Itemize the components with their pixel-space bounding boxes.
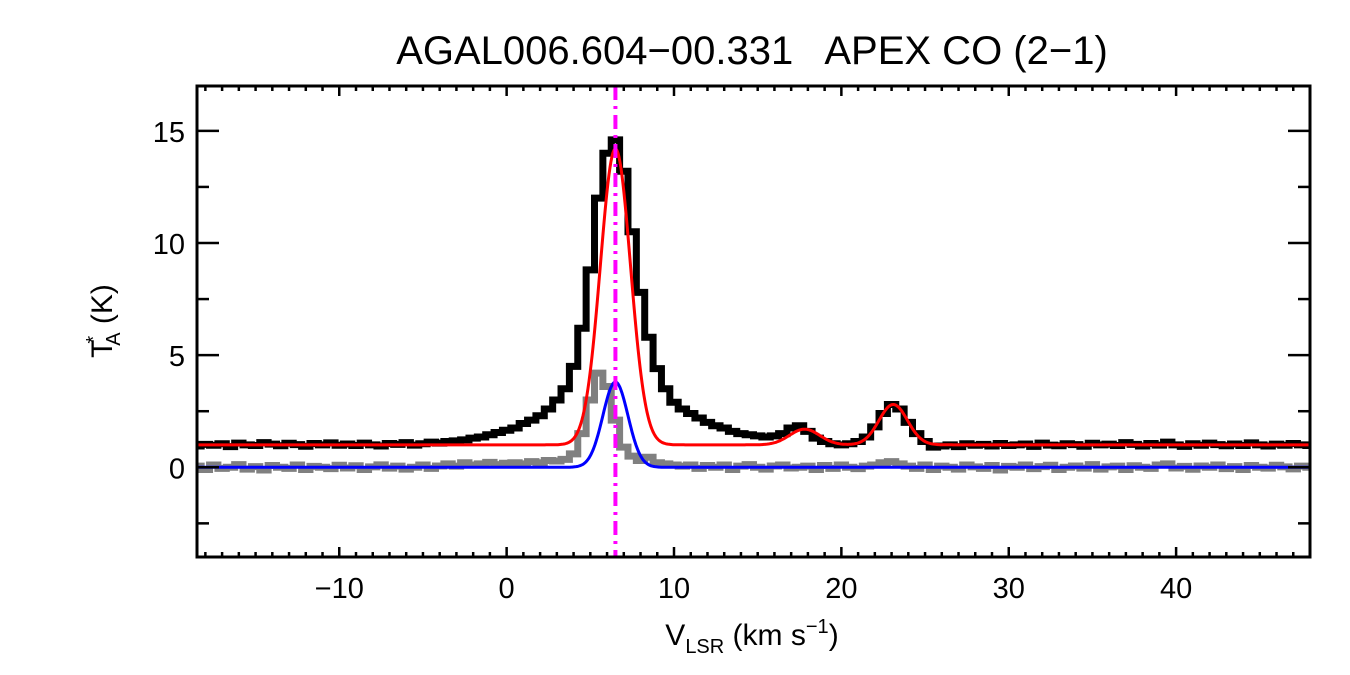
axis-ticks: −10 0 10 20 30 40 0 5 10 15 [153,86,1312,605]
plot-content [197,86,1310,557]
y-tick-label: 0 [169,453,185,485]
x-tick-label: 10 [658,573,690,605]
x-tick-label: 30 [993,573,1025,605]
x-tick-label: 40 [1160,573,1192,605]
x-tick-label: 0 [499,573,515,605]
blue-fit-line [197,380,1310,469]
x-tick-label: −10 [315,573,364,605]
x-axis-label: VLSR (km s−1) [665,616,838,658]
black-spectrum-line [197,136,1310,451]
y-tick-label: 10 [153,229,185,261]
x-tick-label: 20 [825,573,857,605]
y-tick-label: 5 [169,341,185,373]
plot-frame [195,84,1312,559]
plot-area [197,86,1310,557]
y-axis-label: T*A (K) [83,284,125,358]
red-fit-line [197,147,1310,447]
chart-title: AGAL006.604−00.331 APEX CO (2−1) [396,29,1108,73]
gray-spectrum-line [197,369,1310,474]
y-tick-label: 15 [153,117,185,149]
